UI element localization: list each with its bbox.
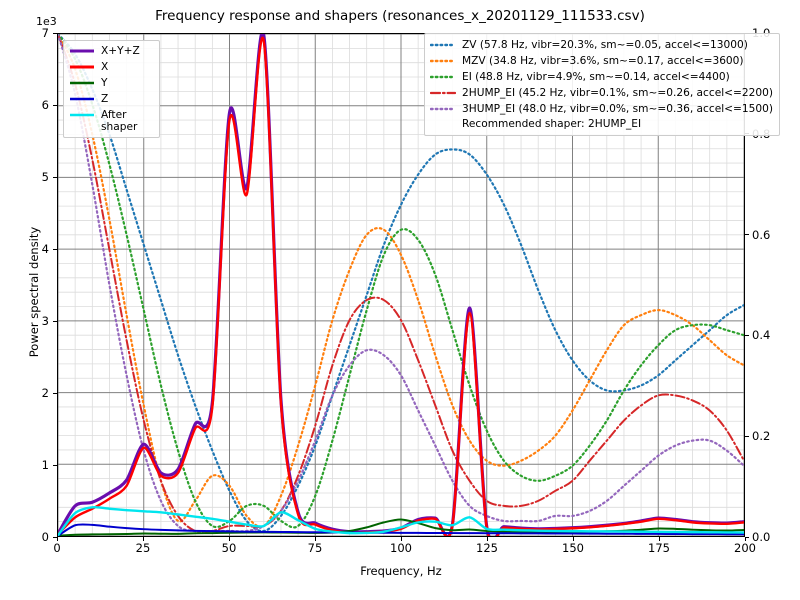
- y-tick-label-left: 1: [41, 458, 49, 472]
- y-tick-label-left: 0: [41, 530, 49, 544]
- shaper-curve: [58, 34, 744, 534]
- y-tick-label-left: 5: [41, 170, 49, 184]
- legend-item: After shaper: [69, 109, 153, 133]
- y-tick-mark-right: [745, 435, 749, 437]
- legend-item-label: After shaper: [101, 109, 138, 133]
- x-tick-mark: [400, 537, 402, 541]
- y-tick-label-left: 2: [41, 386, 49, 400]
- y-tick-mark-left: [53, 320, 57, 322]
- y-tick-mark-right: [745, 334, 749, 336]
- y-tick-label-right: 0.4: [752, 328, 771, 343]
- legend-item: 2HUMP_EI (45.2 Hz, vibr=0.1%, sm~=0.26, …: [430, 85, 773, 101]
- x-tick-label: 175: [648, 541, 670, 555]
- x-tick-label: 200: [734, 541, 756, 555]
- x-tick-label: 150: [562, 541, 584, 555]
- legend-item: X+Y+Z: [69, 45, 153, 61]
- legend-color-swatch-icon: [69, 61, 95, 73]
- x-axis-label: Frequency, Hz: [360, 564, 442, 578]
- x-tick-label: 125: [476, 541, 498, 555]
- legend-item: Y: [69, 77, 153, 93]
- y-tick-label-right: 0.2: [752, 429, 771, 444]
- y-tick-label-right: 0.6: [752, 227, 771, 242]
- y-tick-mark-left: [53, 536, 57, 538]
- data-curves: [58, 34, 744, 536]
- x-tick-label: 25: [135, 541, 151, 555]
- y-tick-label-left: 6: [41, 98, 49, 112]
- y-tick-label-left: 7: [41, 26, 49, 40]
- x-tick-mark: [314, 537, 316, 541]
- y-tick-mark-left: [53, 32, 57, 34]
- y-axis-exponent-label: 1e3: [36, 15, 57, 28]
- legend-item-label: Y: [101, 77, 108, 89]
- y-tick-mark-right: [745, 536, 749, 538]
- y-tick-mark-left: [53, 464, 57, 466]
- y-tick-mark-left: [53, 104, 57, 106]
- x-tick-label: 75: [307, 541, 323, 555]
- legend-item-label: MZV (34.8 Hz, vibr=3.6%, sm~=0.17, accel…: [462, 55, 744, 67]
- psd-legend[interactable]: X+Y+Z X Y Z After shaper: [63, 40, 160, 138]
- y-tick-mark-left: [53, 248, 57, 250]
- legend-item: Z: [69, 93, 153, 109]
- legend-item: MZV (34.8 Hz, vibr=3.6%, sm~=0.17, accel…: [430, 53, 773, 69]
- legend-item-label: Z: [101, 93, 109, 105]
- y-tick-mark-left: [53, 176, 57, 178]
- x-tick-mark: [486, 537, 488, 541]
- legend-color-swatch-icon: [430, 39, 456, 51]
- y-tick-mark-left: [53, 392, 57, 394]
- y-tick-label-left: 4: [41, 242, 49, 256]
- psd-curve: [58, 505, 744, 536]
- legend-item: X: [69, 61, 153, 77]
- y-tick-mark-right: [745, 234, 749, 236]
- legend-item-label: 3HUMP_EI (48.0 Hz, vibr=0.0%, sm~=0.36, …: [462, 103, 773, 115]
- shaper-curve: [58, 34, 744, 533]
- legend-color-swatch-icon: [430, 87, 456, 99]
- shaper-curve: [58, 34, 744, 533]
- x-tick-mark: [56, 537, 58, 541]
- legend-color-swatch-icon: [430, 71, 456, 83]
- x-tick-mark: [744, 537, 746, 541]
- legend-item-label: 2HUMP_EI (45.2 Hz, vibr=0.1%, sm~=0.26, …: [462, 87, 773, 99]
- y-axis-label-left: Power spectral density: [27, 226, 41, 358]
- legend-color-swatch-icon: [69, 45, 95, 57]
- y-tick-label-left: 3: [41, 314, 49, 328]
- legend-color-swatch-icon: [430, 103, 456, 115]
- x-tick-mark: [142, 537, 144, 541]
- legend-item: EI (48.8 Hz, vibr=4.9%, sm~=0.14, accel<…: [430, 69, 773, 85]
- legend-item: ZV (57.8 Hz, vibr=20.3%, sm~=0.05, accel…: [430, 37, 773, 53]
- x-tick-label: 100: [390, 541, 412, 555]
- legend-item-label: X: [101, 61, 109, 73]
- x-tick-mark: [572, 537, 574, 541]
- legend-item: 3HUMP_EI (48.0 Hz, vibr=0.0%, sm~=0.36, …: [430, 101, 773, 117]
- x-tick-mark: [228, 537, 230, 541]
- legend-color-swatch-icon: [69, 109, 95, 121]
- x-tick-mark: [658, 537, 660, 541]
- legend-item-label: EI (48.8 Hz, vibr=4.9%, sm~=0.14, accel<…: [462, 71, 730, 83]
- x-tick-label: 0: [53, 541, 61, 555]
- shaper-curve: [58, 34, 744, 529]
- psd-curve: [58, 523, 744, 536]
- shaper-legend[interactable]: ZV (57.8 Hz, vibr=20.3%, sm~=0.05, accel…: [424, 33, 780, 136]
- legend-color-swatch-icon: [69, 77, 95, 89]
- x-tick-label: 50: [221, 541, 237, 555]
- legend-color-swatch-icon: [69, 93, 95, 105]
- legend-color-swatch-icon: [430, 55, 456, 67]
- legend-item-label: X+Y+Z: [101, 45, 140, 57]
- legend-item-label: ZV (57.8 Hz, vibr=20.3%, sm~=0.05, accel…: [462, 39, 748, 51]
- recommended-shaper-note: Recommended shaper: 2HUMP_EI: [462, 118, 642, 130]
- y-tick-label-right: 0.0: [752, 530, 771, 544]
- chart-title: Frequency response and shapers (resonanc…: [155, 8, 645, 24]
